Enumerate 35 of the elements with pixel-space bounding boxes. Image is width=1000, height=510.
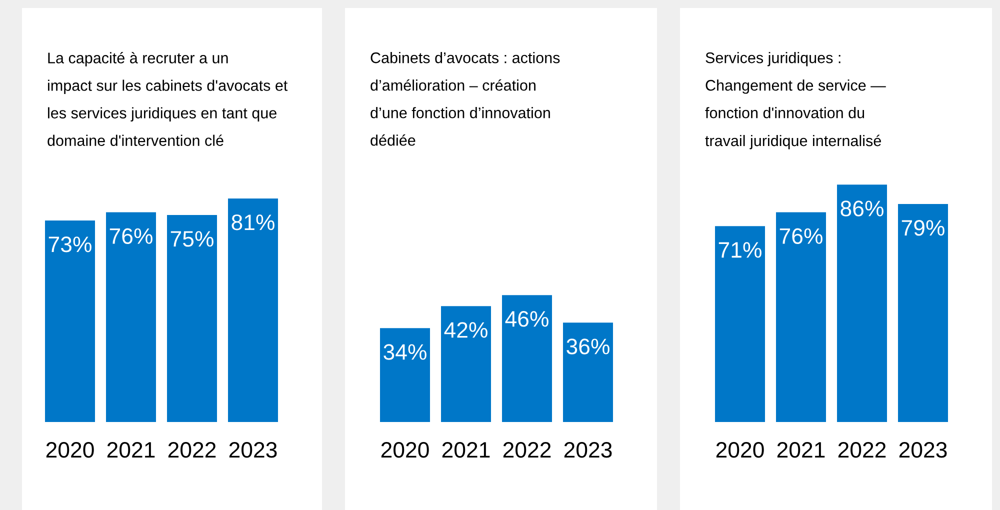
- x-tick-label: 2022: [503, 442, 551, 458]
- x-tick-label: 2022: [838, 442, 886, 458]
- data-label: 34%: [384, 344, 426, 360]
- bar: [380, 328, 430, 422]
- bar: [898, 204, 948, 422]
- data-label: 75%: [170, 231, 214, 247]
- data-label: 73%: [48, 236, 92, 252]
- bar: [502, 295, 552, 422]
- bar: [837, 184, 887, 422]
- bar: [715, 226, 765, 422]
- data-label: 42%: [444, 322, 488, 338]
- x-tick-label: 2023: [564, 442, 612, 458]
- x-tick-label: 2023: [899, 442, 947, 458]
- x-tick-label: 2022: [168, 442, 216, 458]
- bar: [563, 322, 613, 422]
- data-label: 79%: [902, 220, 944, 236]
- chart-title: Services juridiques : Changement de service — fonction d'innovation du travail juridique internalisé: [705, 52, 886, 150]
- x-tick-label: 2020: [381, 442, 429, 458]
- x-tick-label: 2020: [716, 442, 764, 458]
- data-label: 76%: [110, 228, 152, 244]
- bar: [441, 306, 491, 422]
- data-label: 36%: [566, 338, 610, 354]
- data-label: 81%: [232, 214, 274, 230]
- data-label: 46%: [505, 311, 548, 327]
- chart-title: La capacité à recruter a un impact sur les cabinets d'avocats et les services juridiques en tant que domaine d'intervention clé: [48, 52, 288, 146]
- data-label: 76%: [780, 228, 822, 244]
- x-tick-label: 2021: [442, 442, 490, 458]
- x-tick-label: 2021: [107, 442, 155, 458]
- data-label: 86%: [840, 200, 884, 216]
- bar: [776, 212, 826, 422]
- data-label: 71%: [718, 242, 762, 258]
- chart-title: Cabinets d’avocats : actions d’amélioration – création d’une fonction d’innovation dédiée: [370, 52, 560, 146]
- x-tick-label: 2020: [46, 442, 94, 458]
- x-tick-label: 2021: [777, 442, 825, 458]
- x-tick-label: 2023: [229, 442, 277, 458]
